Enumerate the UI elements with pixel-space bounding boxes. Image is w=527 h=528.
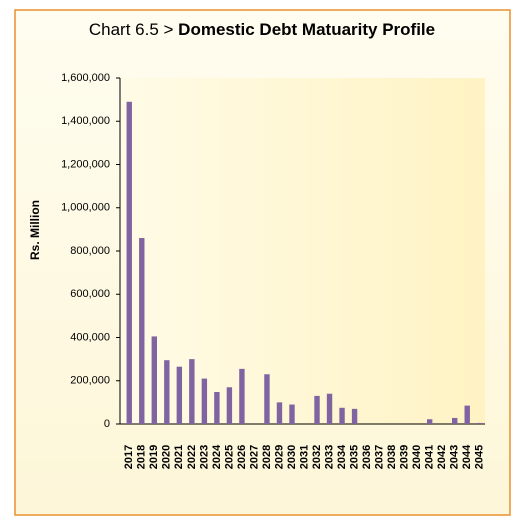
x-tick-label: 2026 bbox=[236, 445, 248, 469]
title-main: Domestic Debt Matuarity Profile bbox=[178, 20, 435, 39]
y-tick-label: 800,000 bbox=[70, 245, 110, 257]
bar bbox=[264, 374, 270, 424]
bar bbox=[126, 101, 132, 424]
x-tick-label: 2024 bbox=[211, 444, 223, 469]
x-tick-label: 2034 bbox=[336, 444, 348, 469]
x-tick-label: 2020 bbox=[161, 445, 173, 469]
bar bbox=[239, 368, 245, 424]
x-tick-label: 2029 bbox=[273, 445, 285, 469]
x-tick-label: 2018 bbox=[136, 445, 148, 469]
x-tick-label: 2028 bbox=[261, 445, 273, 469]
bar bbox=[189, 359, 195, 424]
bar bbox=[314, 395, 320, 424]
x-tick-label: 2025 bbox=[223, 445, 235, 469]
x-tick-label: 2017 bbox=[123, 445, 135, 469]
bar bbox=[464, 405, 470, 424]
y-tick-label: 600,000 bbox=[70, 288, 110, 300]
y-axis-label: Rs. Million bbox=[28, 200, 42, 260]
x-tick-label: 2031 bbox=[298, 445, 310, 469]
x-tick-label: 2044 bbox=[461, 444, 473, 469]
bar bbox=[226, 387, 233, 424]
x-tick-label: 2041 bbox=[424, 445, 436, 469]
plot-area bbox=[120, 78, 485, 424]
x-tick-label: 2022 bbox=[186, 445, 198, 469]
bar bbox=[201, 378, 208, 424]
x-tick-label: 2038 bbox=[386, 445, 398, 469]
x-tick-label: 2019 bbox=[148, 445, 160, 469]
bar bbox=[351, 408, 358, 424]
bar bbox=[326, 393, 333, 424]
y-tick-label: 200,000 bbox=[70, 375, 110, 387]
bar bbox=[477, 422, 483, 424]
x-tick-label: 2021 bbox=[173, 445, 185, 469]
x-tick-label: 2027 bbox=[248, 445, 260, 469]
x-tick-label: 2037 bbox=[374, 445, 386, 469]
x-tick-label: 2042 bbox=[436, 445, 448, 469]
x-tick-label: 2032 bbox=[311, 445, 323, 469]
y-tick-label: 0 bbox=[104, 418, 110, 430]
bar bbox=[426, 419, 433, 424]
x-tick-label: 2045 bbox=[474, 445, 486, 469]
bar bbox=[339, 407, 345, 424]
x-tick-label: 2030 bbox=[286, 445, 298, 469]
x-tick-label: 2039 bbox=[399, 445, 411, 469]
bar bbox=[452, 417, 458, 424]
y-tick-label: 1,000,000 bbox=[61, 202, 110, 214]
bar bbox=[139, 238, 145, 424]
bar bbox=[176, 366, 183, 424]
bar bbox=[214, 391, 220, 424]
y-tick-label: 1,200,000 bbox=[61, 158, 110, 170]
bar bbox=[151, 336, 157, 424]
y-tick-label: 1,600,000 bbox=[61, 72, 110, 84]
title-prefix: Chart 6.5 > bbox=[89, 20, 174, 39]
bar bbox=[164, 360, 170, 424]
x-tick-label: 2040 bbox=[411, 445, 423, 469]
x-tick-label: 2033 bbox=[323, 445, 335, 469]
bar bbox=[276, 402, 283, 424]
chart-title: Chart 6.5 > Domestic Debt Matuarity Prof… bbox=[89, 20, 435, 39]
x-tick-label: 2035 bbox=[348, 445, 360, 469]
y-tick-label: 1,400,000 bbox=[61, 115, 110, 127]
x-tick-label: 2043 bbox=[449, 445, 461, 469]
bar bbox=[289, 404, 295, 424]
x-tick-label: 2036 bbox=[361, 445, 373, 469]
y-tick-label: 400,000 bbox=[70, 331, 110, 343]
x-tick-label: 2023 bbox=[198, 445, 210, 469]
